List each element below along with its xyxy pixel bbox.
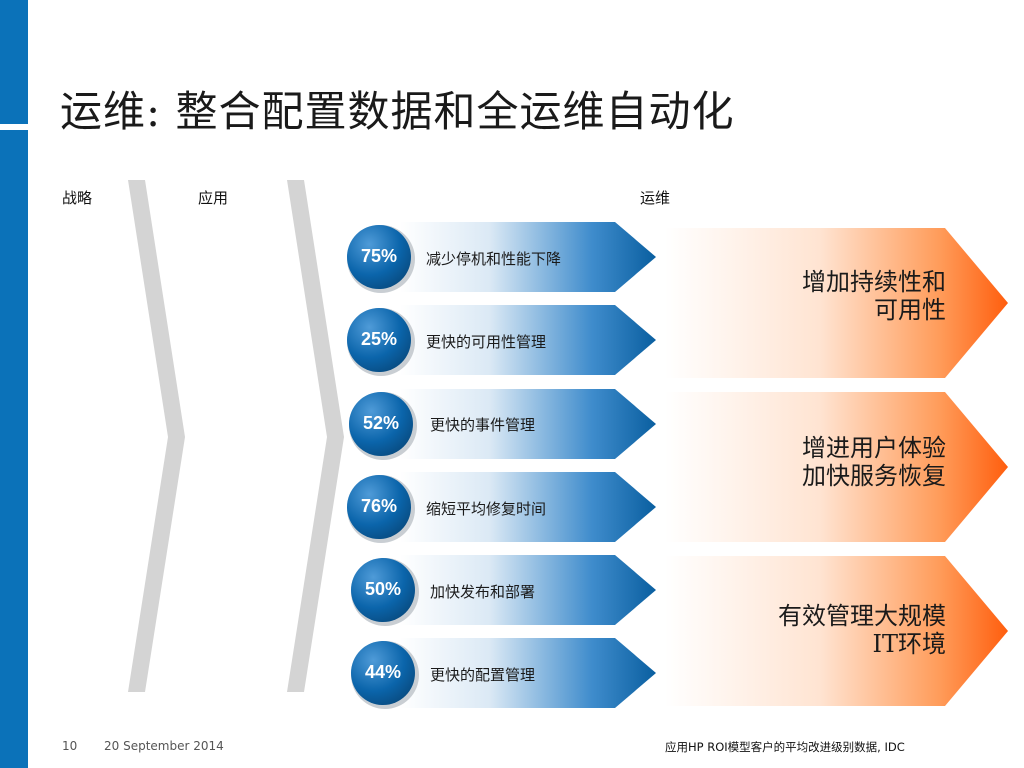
item-arrow-3 bbox=[400, 389, 656, 459]
item-arrow-1 bbox=[400, 222, 656, 292]
percent-circle-6 bbox=[351, 641, 419, 709]
percent-value-4: 76% bbox=[360, 496, 398, 516]
outcome-1-line-2: 可用性 bbox=[874, 296, 946, 324]
item-label-6: 更快的配置管理 bbox=[430, 666, 536, 684]
strategy-chevron bbox=[128, 180, 185, 692]
item-label-3: 更快的事件管理 bbox=[430, 416, 536, 434]
percent-circle-5 bbox=[351, 558, 419, 626]
item-arrow-5 bbox=[400, 555, 656, 625]
item-label-2: 更快的可用性管理 bbox=[426, 333, 547, 351]
item-label-5: 加快发布和部署 bbox=[430, 583, 536, 601]
percent-value-6: 44% bbox=[364, 662, 402, 682]
percent-circle-2 bbox=[347, 308, 415, 376]
outcome-arrow-3 bbox=[665, 556, 1008, 706]
percent-circle-3 bbox=[349, 392, 417, 460]
column-label-operations: 运维 bbox=[640, 189, 671, 207]
item-arrow-4 bbox=[400, 472, 656, 542]
column-label-application: 应用 bbox=[198, 189, 229, 207]
column-label-strategy: 战略 bbox=[62, 189, 93, 207]
outcome-text-3: 有效管理大规模 IT环境 bbox=[778, 602, 946, 658]
outcome-2-line-2: 加快服务恢复 bbox=[802, 462, 946, 490]
outcome-arrow-1 bbox=[665, 228, 1008, 378]
percent-value-1: 75% bbox=[360, 246, 398, 266]
item-arrow-2 bbox=[400, 305, 656, 375]
percent-circle-4 bbox=[347, 475, 415, 543]
outcome-3-line-1: 有效管理大规模 bbox=[778, 602, 946, 630]
item-arrow-6 bbox=[400, 638, 656, 708]
outcome-arrow-2 bbox=[665, 392, 1008, 542]
application-chevron bbox=[287, 180, 344, 692]
side-bar-notch bbox=[0, 124, 28, 130]
outcome-text-1: 增加持续性和 可用性 bbox=[802, 268, 946, 324]
outcome-2-line-1: 增进用户体验 bbox=[802, 434, 946, 462]
source-note: 应用HP ROI模型客户的平均改进级别数据, IDC bbox=[665, 740, 905, 754]
outcome-text-2: 增进用户体验 加快服务恢复 bbox=[802, 434, 946, 490]
slide-title: 运维: 整合配置数据和全运维自动化 bbox=[60, 87, 735, 136]
outcome-3-line-2: IT环境 bbox=[872, 630, 947, 658]
percent-value-2: 25% bbox=[360, 329, 398, 349]
outcome-1-line-1: 增加持续性和 bbox=[802, 268, 946, 296]
percent-circle-1 bbox=[347, 225, 415, 293]
item-label-4: 缩短平均修复时间 bbox=[426, 500, 547, 518]
footer-date: 20 September 2014 bbox=[104, 739, 224, 753]
page-number: 10 bbox=[62, 739, 78, 753]
percent-value-3: 52% bbox=[362, 413, 400, 433]
percent-value-5: 50% bbox=[364, 579, 402, 599]
item-label-1: 减少停机和性能下降 bbox=[426, 250, 562, 268]
